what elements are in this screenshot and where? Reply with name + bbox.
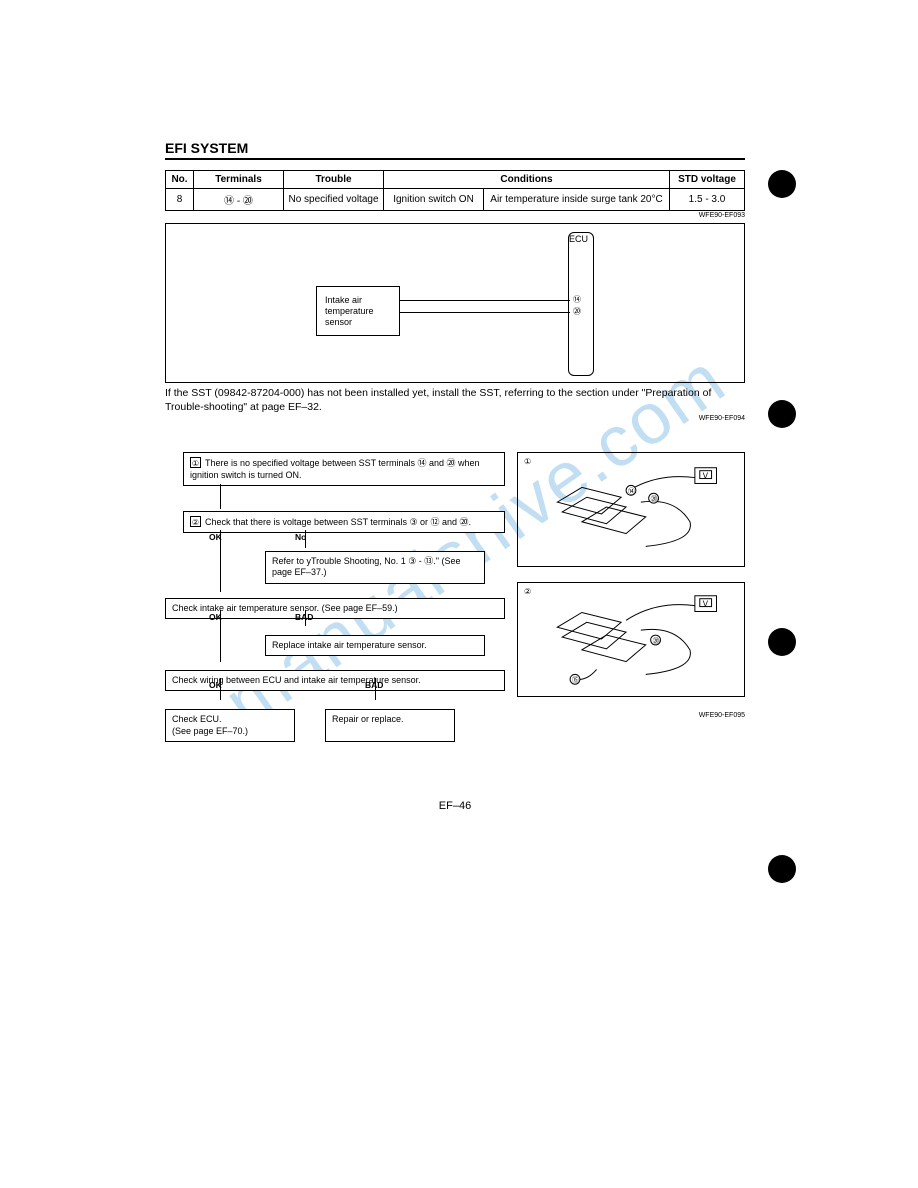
- instruction-text: If the SST (09842-87204-000) has not bee…: [165, 387, 745, 414]
- connector: [220, 530, 221, 592]
- th-no: No.: [166, 171, 194, 189]
- pin-20: ⑳: [573, 306, 581, 317]
- td-no: 8: [166, 189, 194, 211]
- flow-repair: Repair or replace.: [325, 709, 455, 742]
- illustration-2: ② ⑳ ⑮ V: [517, 582, 745, 697]
- ref-code-2: WFE90-EF094: [165, 415, 745, 422]
- step-num: ①: [190, 457, 201, 468]
- ecu-diagram: Intake air temperature sensor ECU ⑭ ⑳: [165, 223, 745, 383]
- flow-refer: Refer to yTrouble Shooting, No. 1 ③ - ⑬.…: [265, 551, 485, 584]
- sensor-box: Intake air temperature sensor: [316, 286, 400, 336]
- punch-hole: [768, 855, 796, 883]
- th-conditions: Conditions: [384, 171, 670, 189]
- connector: [305, 610, 306, 626]
- td-trouble: No specified voltage: [284, 189, 384, 211]
- svg-text:⑮: ⑮: [572, 677, 579, 685]
- page-title: EFI SYSTEM: [165, 140, 745, 160]
- ref-code-1: WFE90-EF093: [165, 212, 745, 219]
- flow-step-2: ② Check that there is voltage between SST…: [183, 511, 505, 533]
- ecu-box: [568, 232, 594, 376]
- punch-hole: [768, 628, 796, 656]
- connector: [220, 484, 221, 509]
- td-cond1: Ignition switch ON: [384, 189, 484, 211]
- svg-text:⑭: ⑭: [628, 488, 635, 496]
- punch-hole: [768, 400, 796, 428]
- td-terminals: ⑭ - ⑳: [194, 189, 284, 211]
- step-text: There is no specified voltage between SS…: [190, 458, 479, 479]
- th-voltage: STD voltage: [670, 171, 745, 189]
- connector: [305, 530, 306, 548]
- svg-text:⑳: ⑳: [651, 495, 658, 503]
- spec-table: No. Terminals Trouble Conditions STD vol…: [165, 170, 745, 211]
- illus-num: ②: [524, 587, 531, 596]
- meter-v: V: [703, 472, 709, 481]
- connector: [220, 610, 221, 662]
- page-number: EF–46: [439, 800, 471, 812]
- td-voltage: 1.5 - 3.0: [670, 189, 745, 211]
- svg-text:⑳: ⑳: [653, 637, 660, 645]
- flow-check-ecu: Check ECU. (See page EF–70.): [165, 709, 295, 742]
- th-terminals: Terminals: [194, 171, 284, 189]
- connector-drawing: ⑳ ⑮ V: [518, 583, 744, 696]
- punch-hole: [768, 170, 796, 198]
- th-trouble: Trouble: [284, 171, 384, 189]
- connector: [220, 678, 221, 700]
- connector-drawing: ⑭ ⑳ V: [518, 453, 744, 566]
- td-cond2: Air temperature inside surge tank 20°C: [484, 189, 670, 211]
- flowchart-area: ①There is no specified voltage between S…: [165, 452, 745, 742]
- illustration-1: ① ⑭ ⑳ V: [517, 452, 745, 567]
- step-text: Check that there is voltage between SST …: [205, 517, 471, 527]
- flowchart: ①There is no specified voltage between S…: [165, 452, 505, 742]
- wire: [400, 312, 570, 313]
- wire: [400, 300, 570, 301]
- ref-code-3: WFE90-EF095: [517, 712, 745, 719]
- illustrations: ① ⑭ ⑳ V: [517, 452, 745, 742]
- pin-14: ⑭: [573, 294, 581, 305]
- page-content: EFI SYSTEM No. Terminals Trouble Conditi…: [165, 140, 745, 742]
- flow-step-1: ①There is no specified voltage between S…: [183, 452, 505, 486]
- connector: [375, 678, 376, 700]
- meter-v: V: [703, 600, 709, 609]
- step-num: ②: [190, 516, 201, 527]
- illus-num: ①: [524, 457, 531, 466]
- flow-replace: Replace intake air temperature sensor.: [265, 635, 485, 656]
